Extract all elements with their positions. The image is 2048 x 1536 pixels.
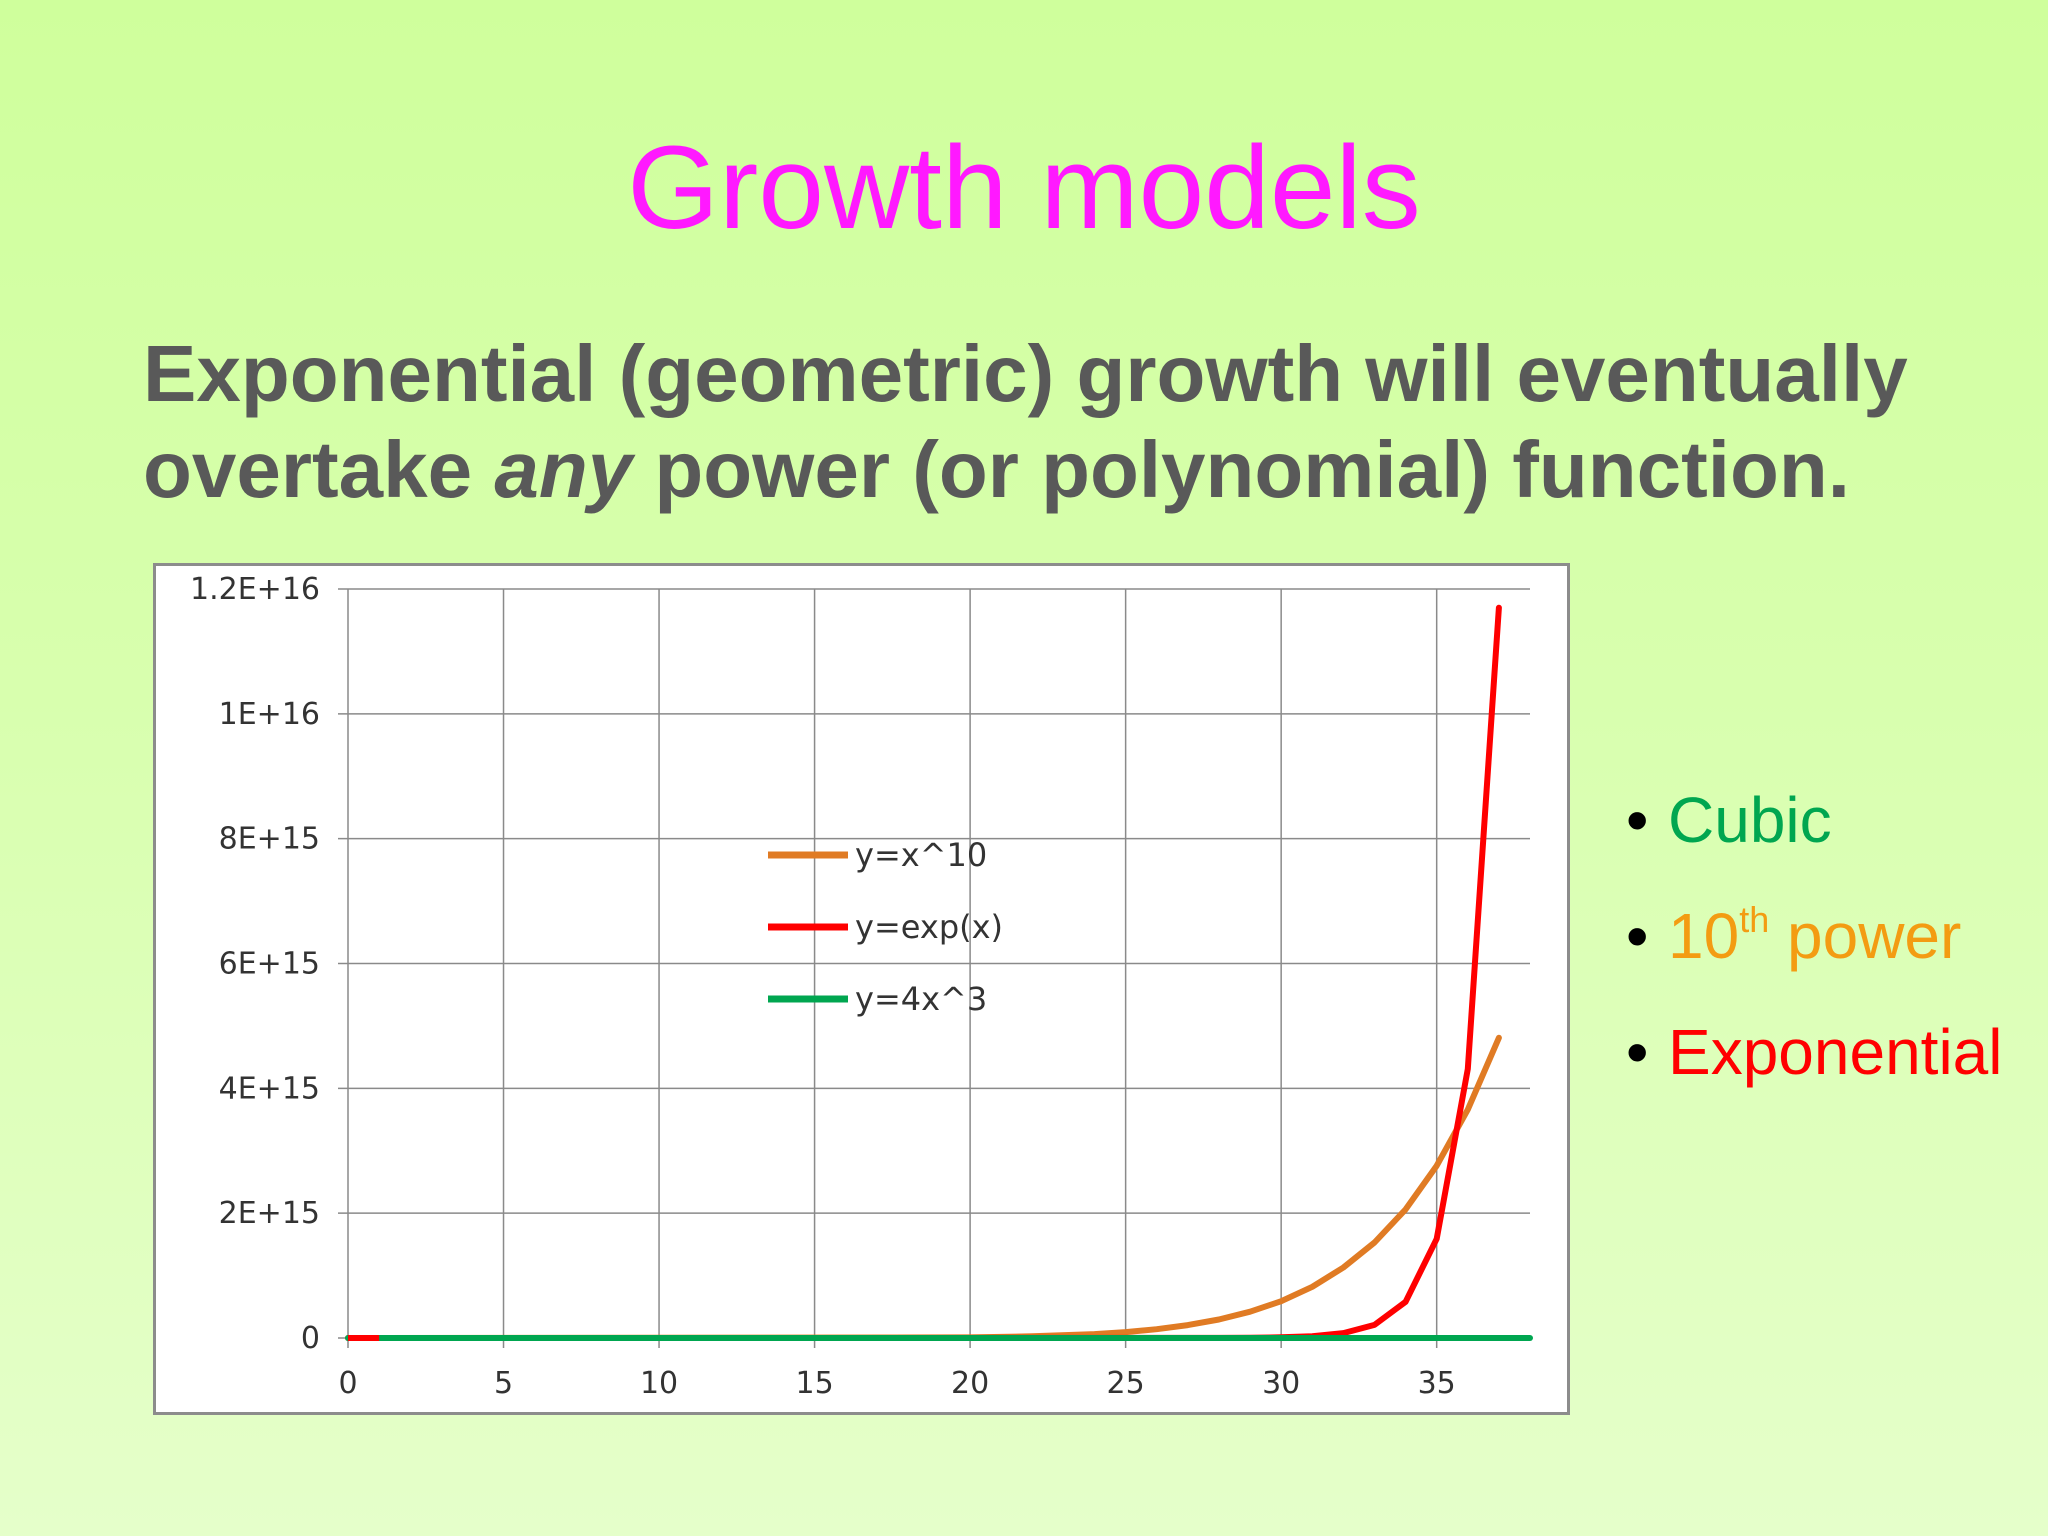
series-line [345, 604, 1502, 1341]
bullet-dot: • [1626, 784, 1649, 856]
y-tick-label: 1E+16 [219, 697, 320, 732]
bullet-label-superscript: th [1739, 899, 1770, 940]
x-tick-label: 20 [951, 1366, 989, 1401]
x-tick-label: 0 [338, 1366, 357, 1401]
x-tick-label: 10 [640, 1366, 678, 1401]
bullet-dot: • [1626, 1016, 1649, 1088]
slide-title: Growth models [627, 122, 1421, 254]
bullet-label-base: 10 [1668, 900, 1740, 972]
y-tick-label: 8E+15 [219, 822, 320, 857]
legend-label: y=x^10 [855, 836, 987, 874]
subtitle-text: Exponential (geometric) growth will even… [143, 329, 1908, 514]
bullet-dot: • [1626, 900, 1649, 972]
slide-subtitle: Exponential (geometric) growth will even… [143, 326, 2003, 518]
bullet-list: • Cubic • 10th power • Exponential [1626, 780, 2046, 1128]
bullet-label: Cubic [1668, 784, 1832, 856]
legend-label: y=4x^3 [855, 980, 987, 1018]
x-tick-label: 15 [795, 1366, 833, 1401]
bullet-item-exponential: • Exponential [1626, 1012, 2046, 1128]
legend-label: y=exp(x) [855, 908, 1003, 946]
line-chart: 0 2E+15 4E+15 6E+15 8E+15 1E+16 1.2E+16 0 5 10 15 2… [190, 572, 1533, 1401]
x-tick-label: 35 [1418, 1366, 1456, 1401]
bullet-label: 10th power [1668, 900, 1961, 972]
bullet-item-tenth-power: • 10th power [1626, 896, 2046, 1012]
y-tick-label: 2E+15 [219, 1196, 320, 1231]
y-tick-label: 0 [301, 1321, 320, 1356]
y-tick-label: 1.2E+16 [190, 572, 320, 607]
x-tick-label: 30 [1262, 1366, 1300, 1401]
y-tick-label: 4E+15 [219, 1071, 320, 1106]
subtitle-emphasis: any [494, 425, 633, 514]
bullet-label-rest: power [1769, 900, 1962, 972]
series-line [345, 1034, 1502, 1341]
subtitle-text-end: power (or polynomial) function. [632, 425, 1850, 514]
chart-area: 0 2E+15 4E+15 6E+15 8E+15 1E+16 1.2E+16 0 5 10 15 2… [153, 563, 1570, 1415]
bullet-label: Exponential [1668, 1016, 2003, 1088]
bullet-item-cubic: • Cubic [1626, 780, 2046, 896]
x-tick-label: 25 [1107, 1366, 1145, 1401]
y-tick-label: 6E+15 [219, 947, 320, 982]
x-tick-label: 5 [494, 1366, 513, 1401]
